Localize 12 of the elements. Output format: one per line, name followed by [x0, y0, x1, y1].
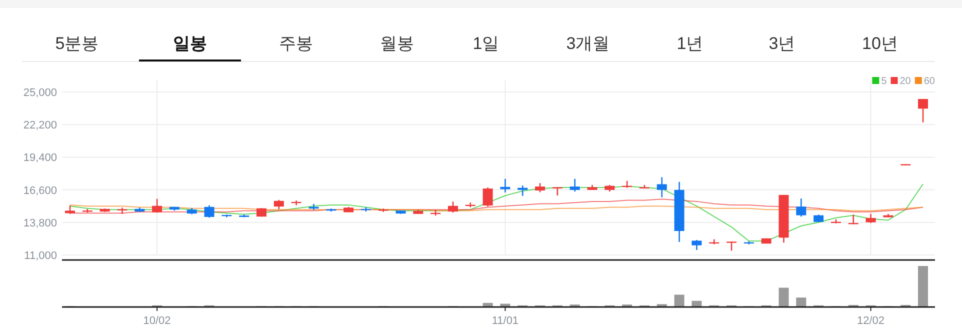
y-tick-label: 25,000	[23, 87, 57, 99]
legend-label: 60	[924, 76, 936, 87]
y-tick-label: 16,600	[23, 184, 57, 197]
y-tick-label: 22,200	[23, 120, 57, 132]
legend-label: 5	[881, 76, 888, 87]
y-tick-label: 13,800	[23, 217, 57, 230]
x-tick-label: 10/02	[143, 315, 171, 327]
x-tick-label: 12/02	[857, 315, 885, 327]
y-tick-label: 11,000	[24, 250, 57, 262]
x-tick-label: 11/01	[492, 315, 519, 327]
legend-label: 20	[900, 76, 912, 87]
y-tick-label: 19,400	[23, 152, 57, 164]
